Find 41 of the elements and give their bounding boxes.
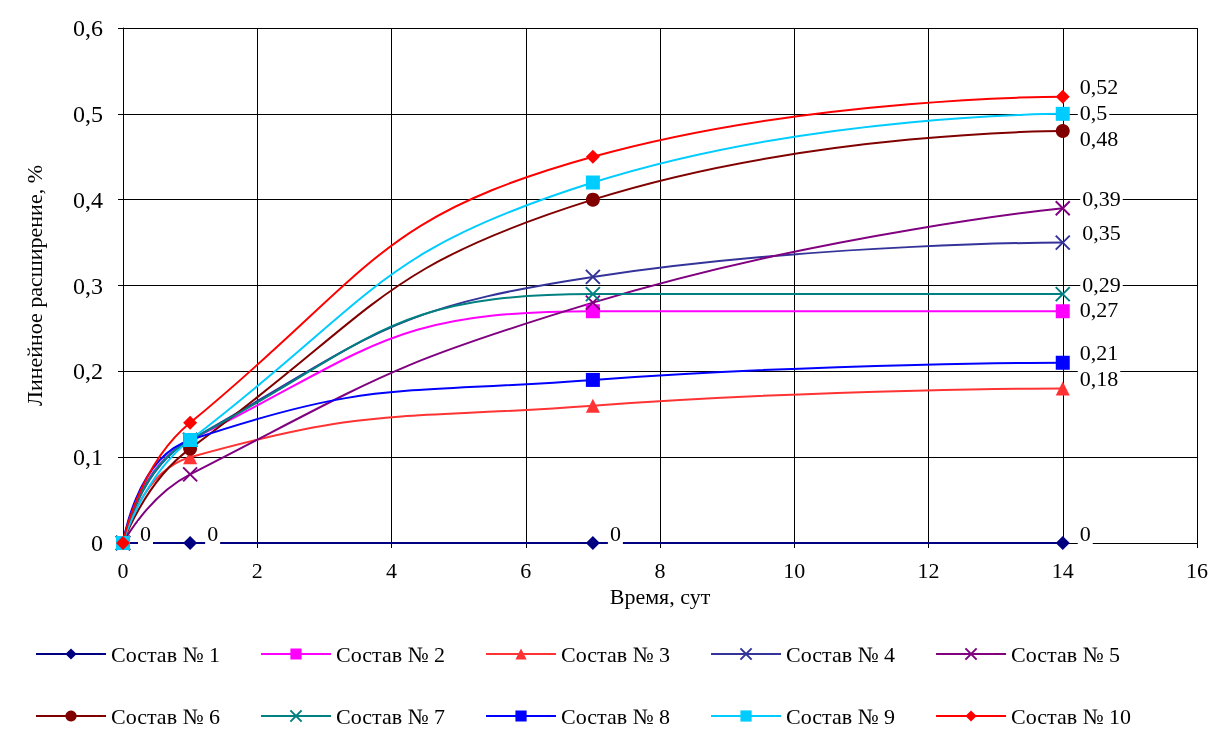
data-label: 0,39 (1082, 185, 1121, 211)
data-label: 0,5 (1079, 99, 1108, 125)
legend-label: Состав № 9 (786, 703, 896, 729)
data-label: 0,21 (1079, 340, 1119, 366)
data-label: 0 (140, 520, 151, 546)
y-tick-label: 0,1 (73, 444, 103, 471)
y-tick-label: 0,5 (73, 100, 103, 127)
data-label: 0 (207, 520, 219, 546)
data-label: 0,48 (1079, 125, 1119, 151)
y-tick-label: 0,6 (73, 15, 103, 41)
legend-label: Состав № 2 (336, 641, 446, 667)
legend-label: Состав № 4 (786, 641, 896, 667)
y-axis-title: Линейное расширение, % (21, 165, 47, 406)
x-tick-label: 16 (1186, 557, 1208, 583)
legend-label: Состав № 6 (111, 703, 221, 729)
x-tick-label: 8 (654, 557, 666, 583)
x-tick-label: 2 (251, 557, 263, 583)
data-label: 0 (609, 520, 621, 546)
legend-label: Состав № 3 (561, 641, 671, 667)
x-tick-label: 14 (1051, 557, 1074, 583)
x-tick-label: 0 (117, 557, 129, 583)
x-tick-label: 12 (917, 557, 940, 583)
data-label: 0,35 (1082, 220, 1121, 246)
x-tick-label: 6 (520, 557, 532, 583)
legend-label: Состав № 5 (1011, 641, 1121, 667)
legend-label: Состав № 8 (561, 703, 671, 729)
data-label: 0 (1079, 520, 1091, 546)
x-tick-label: 10 (783, 557, 806, 583)
data-label: 0,52 (1079, 74, 1119, 100)
y-tick-label: 0,2 (73, 358, 103, 385)
data-label: 0,29 (1082, 271, 1121, 297)
legend-label: Состав № 7 (336, 703, 446, 729)
x-tick-label: 4 (386, 557, 397, 583)
y-tick-label: 0,3 (73, 272, 103, 299)
legend-label: Состав № 10 (1011, 703, 1132, 729)
data-label: 0,18 (1079, 366, 1119, 391)
legend-label: Состав № 1 (111, 641, 221, 667)
y-tick-label: 0 (91, 530, 103, 556)
y-tick-label: 0,4 (73, 186, 103, 213)
data-label: 0,27 (1079, 297, 1119, 323)
x-axis-title: Время, сут (609, 584, 711, 610)
